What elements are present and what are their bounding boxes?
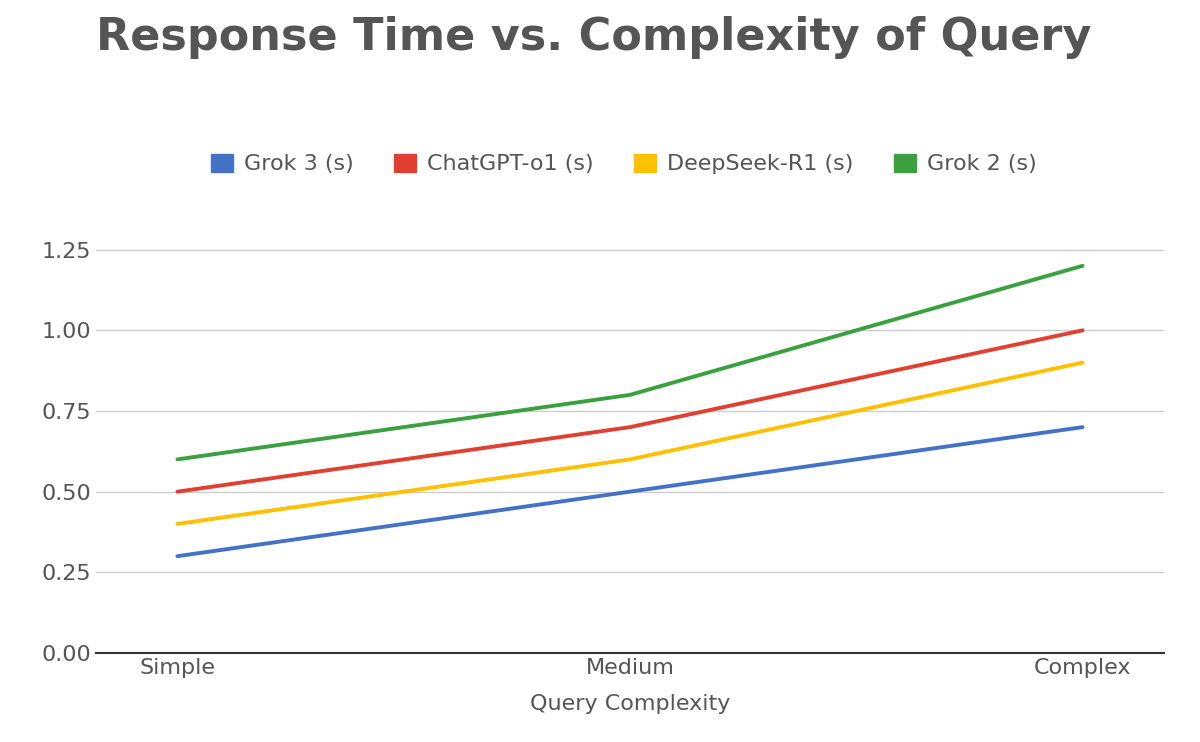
Line: DeepSeek-R1 (s): DeepSeek-R1 (s) — [178, 363, 1082, 524]
Grok 2 (s) — [170, 455, 185, 464]
DeepSeek-R1 (s) — [623, 455, 637, 464]
DeepSeek-R1 (s) — [1075, 358, 1090, 367]
ChatGPT-o1 (s) — [623, 423, 637, 432]
Grok 2 (s) — [1075, 261, 1090, 270]
ChatGPT-o1 (s) — [170, 487, 185, 496]
Grok 3 (s) — [623, 487, 637, 496]
Grok 3 (s) — [1075, 423, 1090, 432]
Text: Response Time vs. Complexity of Query: Response Time vs. Complexity of Query — [96, 16, 1091, 59]
DeepSeek-R1 (s) — [170, 519, 185, 528]
Legend: Grok 3 (s), ChatGPT-o1 (s), DeepSeek-R1 (s), Grok 2 (s): Grok 3 (s), ChatGPT-o1 (s), DeepSeek-R1 … — [202, 145, 1046, 183]
Line: Grok 3 (s): Grok 3 (s) — [178, 427, 1082, 556]
Line: Grok 2 (s): Grok 2 (s) — [178, 266, 1082, 459]
Grok 3 (s) — [170, 552, 185, 561]
Grok 2 (s) — [623, 390, 637, 399]
ChatGPT-o1 (s) — [1075, 326, 1090, 335]
Line: ChatGPT-o1 (s): ChatGPT-o1 (s) — [178, 330, 1082, 492]
X-axis label: Query Complexity: Query Complexity — [530, 695, 730, 715]
